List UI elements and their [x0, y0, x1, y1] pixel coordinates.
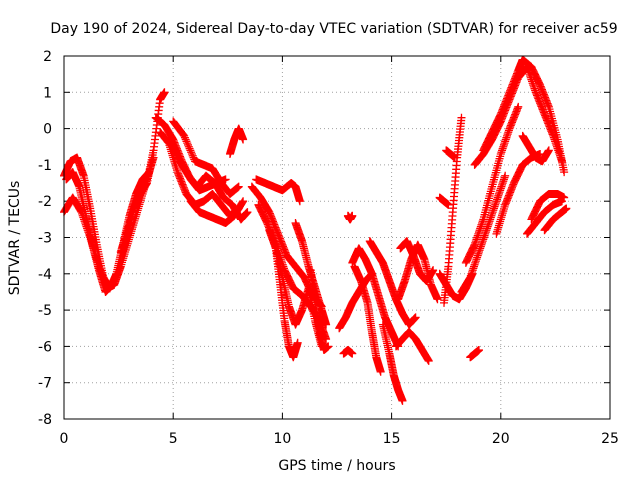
y-tick-label: -5: [38, 303, 52, 319]
x-tick-label: 10: [273, 431, 291, 447]
data-point: [411, 313, 420, 322]
x-tick-label: 0: [60, 431, 69, 447]
data-point: [234, 182, 243, 191]
data-point: [322, 320, 331, 329]
data-point: [293, 338, 302, 347]
series-track-41: [540, 204, 571, 235]
data-point: [457, 113, 466, 122]
series-track-30: [435, 193, 453, 209]
data-point: [560, 193, 569, 202]
data-point: [424, 356, 433, 365]
data-point: [514, 102, 523, 111]
data-point: [433, 295, 442, 304]
data-point: [180, 131, 189, 140]
y-axis-label: SDTVAR / TECUs: [7, 181, 23, 296]
data-point: [239, 135, 248, 144]
series-track-27: [396, 237, 438, 286]
data-point: [184, 142, 193, 151]
series-track-31: [442, 146, 459, 162]
x-tick-label: 25: [601, 431, 619, 447]
data-point: [188, 151, 197, 160]
data-point: [560, 168, 569, 177]
series-track-23: [365, 237, 420, 329]
tick-labels: 0 5 10 15 20 25 -8 -7 -6 -5 -4 -3 -2 -1 0 1 2: [38, 49, 619, 447]
data-point: [185, 144, 194, 153]
data-point: [376, 367, 385, 376]
data-point: [295, 197, 304, 206]
data-point: [187, 148, 196, 157]
data-point: [184, 140, 193, 149]
series-track-38: [518, 131, 553, 166]
series-track-14: [265, 226, 326, 351]
series-track-40: [527, 189, 569, 224]
series-track-9: [186, 197, 248, 227]
data-point: [562, 204, 571, 213]
data-point: [501, 171, 510, 180]
x-axis-label: GPS time / hours: [278, 458, 395, 474]
series-track-3: [62, 168, 117, 296]
data-point: [183, 139, 192, 148]
series-track-34: [461, 102, 523, 267]
series-track-21: [350, 262, 385, 376]
data-point: [243, 208, 252, 217]
chart-title: Day 190 of 2024, Sidereal Day-to-day VTE…: [50, 21, 617, 37]
series-track-4: [116, 88, 169, 257]
data-point: [474, 346, 483, 355]
data-point: [450, 153, 459, 162]
data-point: [444, 200, 453, 209]
data-point: [324, 342, 333, 351]
x-tick-label: 15: [383, 431, 401, 447]
y-tick-label: -3: [38, 231, 52, 247]
series-track-10: [225, 124, 248, 159]
data-point: [429, 266, 438, 275]
series-track-33: [457, 171, 510, 296]
data-point: [108, 280, 117, 289]
series-track-24: [378, 320, 407, 405]
series-track-19: [339, 346, 357, 358]
series-track-20: [343, 211, 357, 224]
series-track-8: [169, 117, 243, 198]
data-point: [398, 396, 407, 405]
data-point: [187, 150, 196, 159]
y-tick-label: -2: [38, 194, 52, 210]
y-tick-label: 0: [43, 122, 52, 138]
data-point: [181, 135, 190, 144]
y-tick-label: -7: [38, 376, 52, 392]
data-point: [348, 349, 357, 358]
data-point: [180, 133, 189, 142]
data-point: [544, 146, 553, 155]
y-tick-label: -6: [38, 339, 52, 355]
y-tick-label: -4: [38, 267, 52, 283]
data-point: [160, 88, 169, 97]
y-tick-label: -1: [38, 158, 52, 174]
data-points: [60, 55, 571, 405]
series-track-29: [440, 113, 466, 307]
series-track-36: [479, 55, 569, 177]
data-point: [186, 146, 195, 155]
plot-frame: [63, 55, 611, 420]
data-point: [348, 211, 357, 220]
series-track-17: [306, 266, 333, 355]
y-tick-label: 2: [43, 49, 52, 65]
series-track-25: [391, 327, 433, 365]
data-point: [239, 197, 248, 206]
series-track-32: [466, 346, 483, 362]
y-tick-label: -8: [38, 412, 52, 428]
series-track-11: [252, 175, 304, 206]
x-tick-label: 20: [492, 431, 510, 447]
series-track-15: [271, 244, 302, 362]
x-tick-label: 5: [169, 431, 178, 447]
y-tick-label: 1: [43, 85, 52, 101]
data-point: [182, 137, 191, 146]
